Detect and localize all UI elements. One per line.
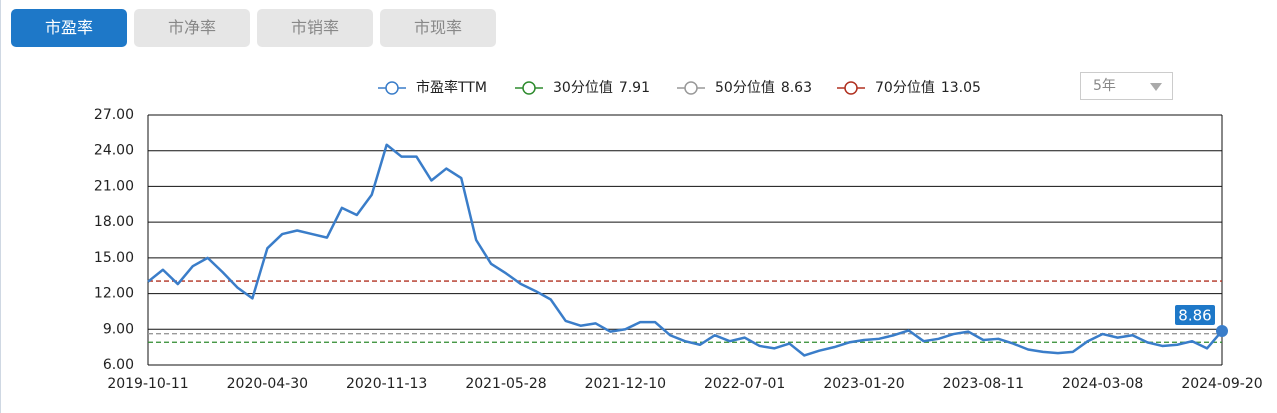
x-tick-label: 2024-03-08 xyxy=(1062,376,1143,392)
legend-name: 30分位值 xyxy=(553,80,613,96)
legend-symbol xyxy=(385,81,399,95)
y-tick-label: 18.00 xyxy=(94,214,134,230)
x-tick-label: 2020-11-13 xyxy=(346,376,427,392)
legend-symbol xyxy=(844,81,858,95)
period-dropdown[interactable]: 5年 xyxy=(1080,72,1173,100)
y-tick-label: 12.00 xyxy=(94,286,134,302)
x-tick-label: 2023-01-20 xyxy=(823,376,904,392)
x-tick-label: 2020-04-30 xyxy=(227,376,308,392)
tab[interactable]: 市销率 xyxy=(257,9,373,47)
x-tick-label: 2019-10-11 xyxy=(107,376,188,392)
legend-value: 8.63 xyxy=(781,80,812,96)
y-tick-label: 6.00 xyxy=(103,357,134,373)
y-tick-label: 27.00 xyxy=(94,107,134,123)
data-label-bg xyxy=(1175,304,1215,325)
x-tick-label: 2021-05-28 xyxy=(465,376,546,392)
line-series xyxy=(147,143,1223,357)
y-tick-label: 24.00 xyxy=(94,143,134,159)
x-tick-label: 2024-09-20 xyxy=(1181,376,1262,392)
legend-value: 13.05 xyxy=(941,80,981,96)
last-point xyxy=(1216,324,1228,337)
legend-symbol xyxy=(522,81,536,95)
legend-value: 7.91 xyxy=(619,80,650,96)
data-label: 8.86 xyxy=(1178,306,1211,324)
legend-name: 70分位值 xyxy=(875,80,935,96)
legend-label: 50分位值 8.63 xyxy=(715,80,812,96)
tab[interactable]: 市盈率 xyxy=(11,9,127,47)
x-tick-label: 2023-08-11 xyxy=(943,376,1024,392)
y-tick-label: 15.00 xyxy=(94,250,134,266)
y-tick-label: 9.00 xyxy=(103,321,134,337)
legend-symbol xyxy=(684,81,698,95)
x-tick-label: 2022-07-01 xyxy=(704,376,785,392)
tab[interactable]: 市净率 xyxy=(134,9,250,47)
legend-name: 50分位值 xyxy=(715,80,775,96)
x-tick-label: 2021-12-10 xyxy=(585,376,666,392)
tab[interactable]: 市现率 xyxy=(380,9,496,47)
legend-label: 70分位值 13.05 xyxy=(875,80,981,96)
y-tick-label: 21.00 xyxy=(94,178,134,194)
legend-label: 30分位值 7.91 xyxy=(553,80,650,96)
legend-name: 市盈率TTM xyxy=(416,79,487,96)
legend-label: 市盈率TTM xyxy=(416,79,487,96)
